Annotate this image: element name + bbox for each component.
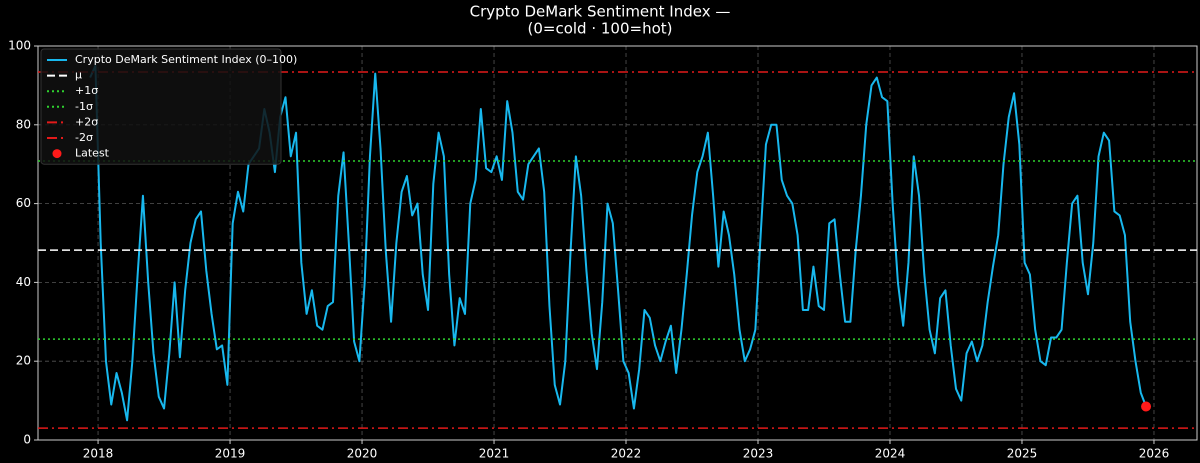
x-tick-label: 2026	[1139, 447, 1170, 461]
x-tick-label: 2020	[347, 447, 378, 461]
y-tick-label: 60	[16, 196, 31, 210]
y-tick-label: 0	[23, 433, 31, 447]
x-tick-label: 2019	[215, 447, 246, 461]
y-tick-label: 80	[16, 117, 31, 131]
x-tick-label: 2022	[611, 447, 642, 461]
chart-subtitle: (0=cold · 100=hot)	[528, 20, 673, 38]
legend-label: +1σ	[75, 84, 98, 97]
chart-title: Crypto DeMark Sentiment Index —	[470, 3, 731, 21]
x-tick-label: 2024	[875, 447, 906, 461]
x-tick-label: 2018	[83, 447, 114, 461]
legend-label: -1σ	[75, 100, 93, 113]
legend-label: μ	[75, 69, 82, 82]
y-tick-label: 40	[16, 275, 31, 289]
legend-swatch	[52, 149, 62, 159]
y-tick-label: 20	[16, 354, 31, 368]
legend-box	[40, 48, 282, 165]
plot-frame	[37, 45, 1198, 441]
legend-label: Latest	[75, 147, 110, 160]
x-tick-label: 2021	[479, 447, 510, 461]
legend-label: +2σ	[75, 115, 98, 128]
x-tick-label: 2025	[1007, 447, 1038, 461]
x-tick-label: 2023	[743, 447, 774, 461]
legend-label: Crypto DeMark Sentiment Index (0–100)	[75, 53, 297, 66]
legend: Crypto DeMark Sentiment Index (0–100) μ +1…	[40, 48, 297, 165]
legend-label: -2σ	[75, 131, 93, 144]
latest-point	[1141, 401, 1152, 412]
y-tick-label: 100	[8, 39, 31, 53]
